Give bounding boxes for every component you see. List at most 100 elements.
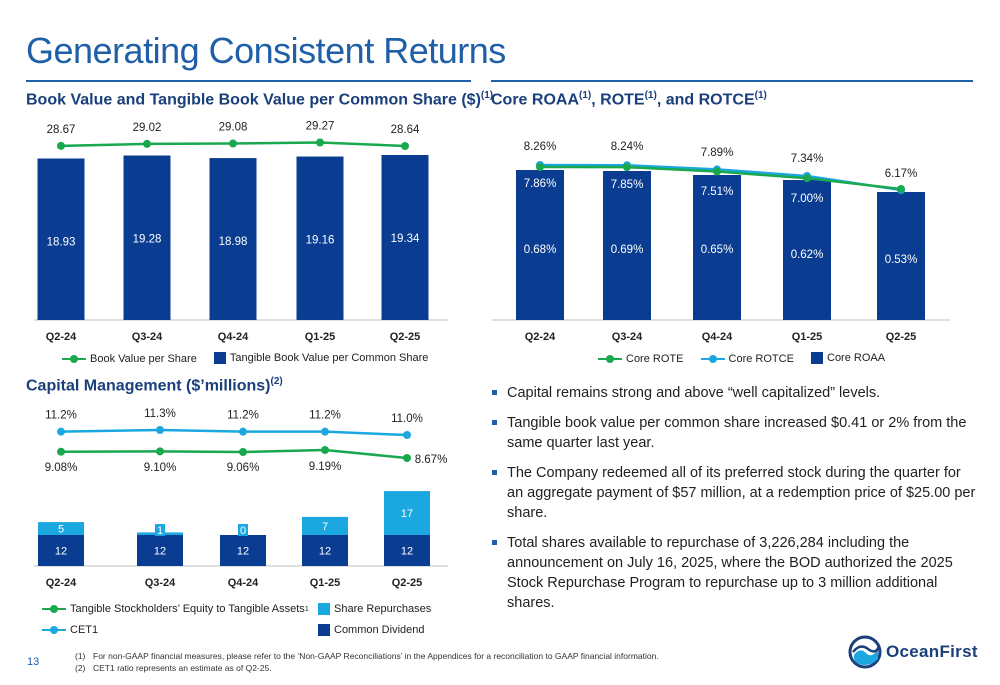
cet1-point	[239, 427, 247, 436]
bullet-item: Tangible book value per common share inc…	[490, 413, 980, 453]
rote-data-label: 7.85%	[611, 179, 644, 191]
tse-data-label: 9.19%	[309, 461, 342, 473]
roa-legend: Core ROTE Core ROTCE Core ROAA	[598, 352, 899, 367]
cet1-point	[57, 427, 65, 436]
repurchase-bar-label: 1	[157, 525, 163, 537]
cet1-line	[60, 428, 408, 437]
bv-data-label: 29.27	[306, 121, 335, 133]
cap-legend-tse: Tangible Stockholders’ Equity to Tangibl…	[42, 603, 323, 617]
roaa-bar	[693, 175, 741, 320]
rote-data-label: 7.51%	[701, 186, 734, 198]
rotce-data-label: 8.26%	[524, 141, 557, 153]
cet1-data-label: 11.2%	[309, 410, 341, 422]
oceanfirst-logo-icon	[848, 635, 882, 669]
cet1-point	[403, 431, 411, 439]
tse-line	[60, 448, 408, 460]
tse-point	[321, 446, 329, 454]
tse-point	[403, 454, 411, 462]
repurchase-bar	[384, 491, 430, 535]
bv-chart-title: Book Value and Tangible Book Value per C…	[26, 90, 494, 109]
bv-data-label: 29.08	[219, 122, 248, 134]
repurchase-bar-label: 0	[240, 525, 246, 537]
rotce-data-label: 7.34%	[791, 153, 824, 165]
bv-x-tick: Q1-25	[305, 331, 336, 343]
rote-data-label: 7.86%	[524, 178, 557, 190]
roa-x-tick: Q2-24	[525, 331, 556, 343]
bv-x-tick: Q2-24	[46, 331, 77, 343]
bv-data-label: 29.02	[133, 122, 162, 134]
cet1-point	[321, 427, 329, 436]
legend-tangible-book-value: Tangible Book Value per Common Share	[213, 352, 428, 364]
cap-x-tick: Q2-24	[46, 577, 77, 589]
tbv-bar	[123, 155, 171, 320]
tse-data-label: 8.67%	[415, 454, 448, 466]
bullet-item: The Company redeemed all of its preferre…	[490, 463, 980, 523]
rote-point	[803, 174, 811, 183]
roaa-bar-label: 0.65%	[701, 244, 734, 256]
legend-core-rote: Core ROTE	[598, 353, 683, 365]
summary-bullets: Capital remains strong and above “well c…	[490, 383, 980, 623]
tbv-bar-label: 18.93	[47, 236, 76, 248]
rote-data-label: 7.00%	[791, 193, 824, 205]
logo-text: OceanFirst	[886, 642, 978, 661]
bullet-item: Total shares available to repurchase of …	[490, 533, 980, 613]
cap-x-tick: Q4-24	[228, 577, 259, 589]
cap-x-tick: Q1-25	[310, 577, 341, 589]
repurchase-bar	[38, 522, 84, 535]
repurchase-label-bg	[238, 524, 248, 536]
bv-data-label: 28.64	[391, 124, 420, 136]
tbv-bar	[209, 158, 257, 320]
roa-x-tick: Q3-24	[612, 331, 643, 343]
footnote-1: (1) For non-GAAP financial measures, plea…	[75, 651, 659, 661]
cap-x-tick: Q2-25	[392, 577, 423, 589]
bv-legend: Book Value per Share Tangible Book Value…	[62, 352, 442, 367]
cap-legend-repurchases: Share Repurchases	[318, 603, 445, 618]
bv-data-label: 28.67	[47, 124, 76, 136]
dividend-bar-label: 12	[401, 546, 413, 558]
roaa-bar	[877, 192, 925, 320]
tse-data-label: 9.06%	[227, 462, 260, 474]
repurchase-label-bg	[155, 524, 165, 536]
tbv-bar-label: 19.28	[133, 234, 162, 246]
legend-core-rotce: Core ROTCE	[700, 353, 794, 365]
roa-x-tick: Q2-25	[886, 331, 917, 343]
rotce-data-label: 7.89%	[701, 147, 734, 159]
roaa-bar-label: 0.68%	[524, 244, 557, 256]
repurchase-bar-label: 17	[401, 508, 413, 520]
tse-point	[239, 448, 247, 456]
tse-point	[156, 447, 164, 456]
dividend-bar	[137, 535, 183, 566]
legend-book-value: Book Value per Share	[62, 353, 197, 365]
tbv-bar-label: 19.16	[306, 235, 335, 247]
page-title: Generating Consistent Returns	[26, 30, 506, 71]
bv-point	[143, 139, 151, 148]
tbv-bar-label: 19.34	[391, 233, 420, 245]
bv-x-tick: Q4-24	[218, 331, 249, 343]
repurchase-bar	[302, 516, 348, 535]
bv-point	[229, 139, 237, 148]
rote-point	[536, 163, 544, 171]
roa-x-tick: Q1-25	[792, 331, 823, 343]
cap-legend-dividend: Common Dividend	[318, 624, 438, 639]
cap-chart-title: Capital Management ($’millions)(2)	[26, 376, 283, 395]
rotce-data-label: 6.17%	[885, 168, 918, 180]
rote-point	[897, 185, 905, 193]
cet1-point	[156, 426, 164, 434]
title-rule-right	[491, 80, 973, 82]
tse-point	[57, 447, 65, 456]
tse-data-label: 9.08%	[45, 462, 78, 474]
dividend-bar	[38, 535, 84, 566]
dividend-bar-label: 12	[319, 546, 331, 558]
bv-point	[316, 138, 324, 147]
cet1-data-label: 11.2%	[45, 410, 77, 422]
oceanfirst-logo: OceanFirst	[848, 635, 978, 669]
bv-point	[401, 142, 409, 150]
roaa-bar	[516, 170, 564, 320]
cet1-data-label: 11.2%	[227, 410, 259, 422]
bullet-item: Capital remains strong and above “well c…	[490, 383, 980, 403]
tbv-bar	[296, 156, 344, 320]
cap-x-tick: Q3-24	[145, 577, 176, 589]
roaa-bar-label: 0.53%	[885, 254, 918, 266]
tbv-bar	[37, 158, 85, 320]
